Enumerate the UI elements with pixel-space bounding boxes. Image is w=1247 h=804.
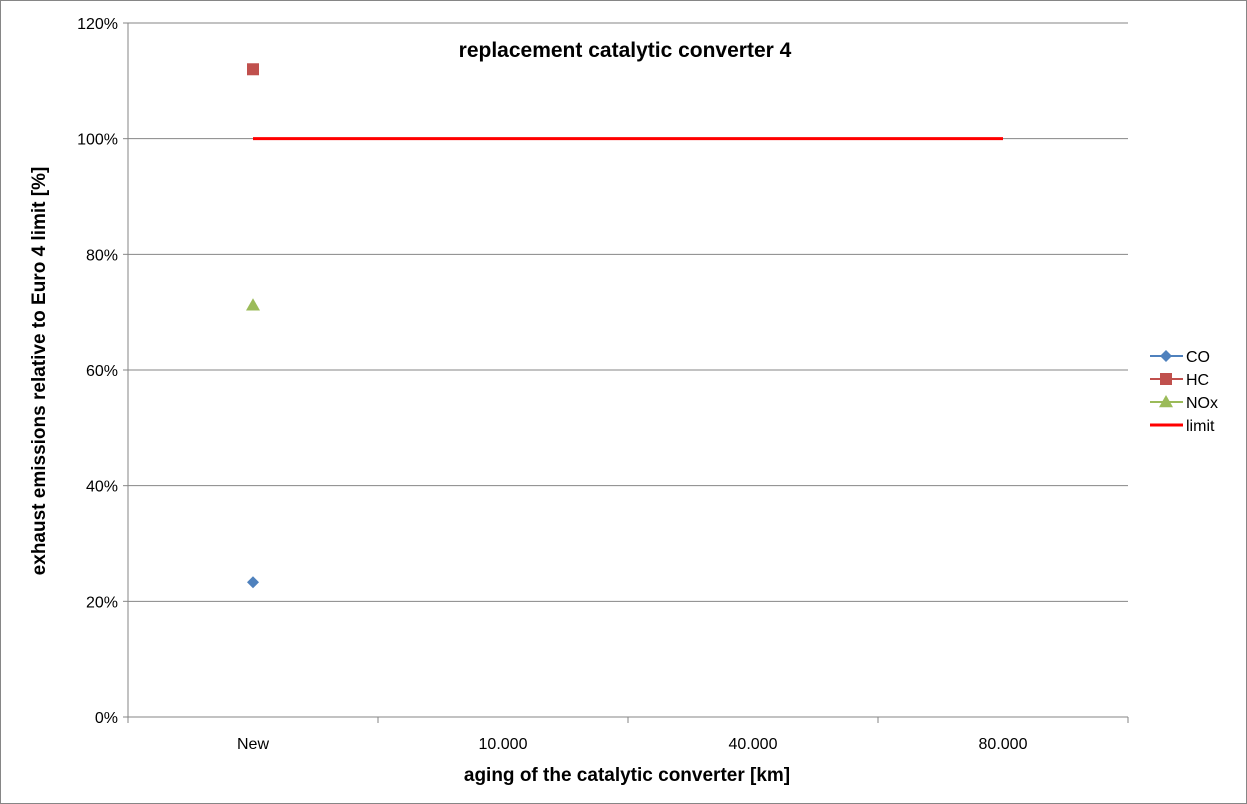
axes: 0% 20% 40% 60% 80% 100% 120% New 10.000 40.000 80.…	[77, 16, 1129, 753]
y-axis-title: exhaust emissions relative to Euro 4 lim…	[29, 167, 50, 576]
legend-marker-nox	[1159, 395, 1173, 408]
nox-point	[246, 298, 260, 311]
x-tick-label: 10.000	[479, 736, 528, 753]
legend-label-hc: HC	[1186, 372, 1209, 389]
y-tick-label: 60%	[86, 363, 118, 380]
hc-point	[247, 63, 259, 76]
x-tick-label: New	[237, 736, 269, 753]
legend: CO HC NOx limit	[1150, 349, 1218, 435]
y-tick-label: 100%	[77, 132, 118, 149]
legend-label-nox: NOx	[1186, 395, 1218, 412]
x-axis-title: aging of the catalytic converter [km]	[464, 765, 790, 786]
co-point	[247, 576, 259, 589]
y-tick-label: 80%	[86, 247, 118, 264]
series	[246, 63, 1003, 589]
y-tick-label: 20%	[86, 594, 118, 611]
y-tick-label: 120%	[77, 16, 118, 33]
y-tick-label: 0%	[95, 710, 118, 727]
x-tick-label: 40.000	[729, 736, 778, 753]
y-tick-label: 40%	[86, 479, 118, 496]
legend-label-limit: limit	[1186, 418, 1215, 435]
legend-marker-hc	[1160, 373, 1172, 385]
legend-label-co: CO	[1186, 349, 1210, 366]
x-tick-label: 80.000	[979, 736, 1028, 753]
chart-title: replacement catalytic converter 4	[459, 39, 792, 62]
legend-marker-co	[1160, 350, 1172, 362]
